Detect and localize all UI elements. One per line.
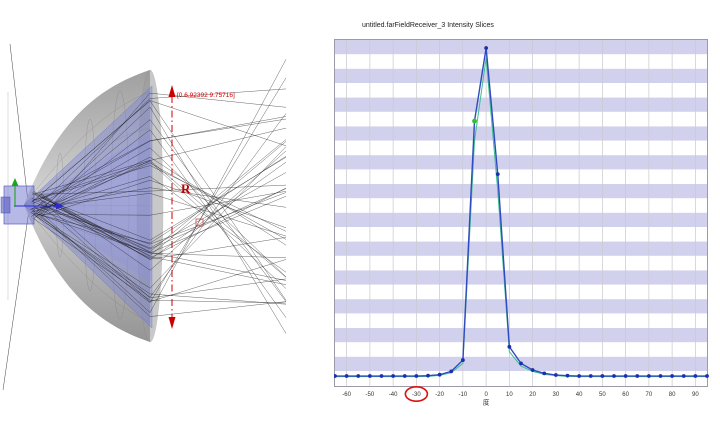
svg-text:0: 0: [484, 392, 488, 398]
coordinate-annotation: [0 6.92392 9.75716]: [177, 92, 235, 99]
svg-text:-50: -50: [366, 392, 375, 398]
source-axes: [11, 178, 64, 210]
svg-text:20: 20: [529, 392, 536, 398]
z-axis-arrowhead: [56, 202, 64, 210]
measure-arrow-down-icon: [168, 317, 176, 329]
svg-text:80: 80: [669, 392, 676, 398]
chart-title: untitled.farFieldReceiver_3 Intensity Sl…: [362, 22, 494, 29]
source-box: [0, 185, 35, 225]
svg-text:-60: -60: [342, 392, 351, 398]
ray-bundle: [30, 59, 287, 334]
measure-arrow-up-icon: [168, 85, 176, 97]
svg-text:-20: -20: [435, 392, 444, 398]
svg-text:60: 60: [622, 392, 629, 398]
light-beam: [23, 85, 153, 329]
svg-text:-40: -40: [389, 392, 398, 398]
svg-text:30: 30: [553, 392, 560, 398]
svg-text:10: 10: [506, 392, 513, 398]
svg-text:-10: -10: [459, 392, 468, 398]
receiver-measure: [0 6.92392 9.75716] R: [168, 85, 235, 329]
svg-text:-30: -30: [412, 392, 421, 398]
receiver-label: R: [181, 181, 191, 196]
svg-text:40: 40: [576, 392, 583, 398]
y-axis-arrowhead: [11, 178, 19, 186]
svg-text:70: 70: [646, 392, 653, 398]
svg-text:度: 度: [483, 398, 490, 407]
receiver-marker-square: [195, 218, 204, 227]
intensity-plot[interactable]: -60 -50 -40 -30 -20 -10 0 10 20 30 40 50 60 70 80 90 度: [334, 39, 710, 415]
svg-text:50: 50: [599, 392, 606, 398]
svg-text:90: 90: [692, 392, 699, 398]
ray-trace-viewport[interactable]: [0 6.92392 9.75716] R: [0, 0, 330, 422]
